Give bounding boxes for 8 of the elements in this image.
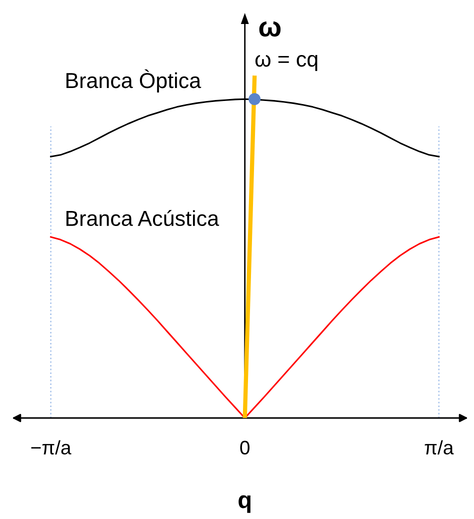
x-axis-title: q — [238, 495, 250, 513]
series-label: Branca Acústica — [66, 210, 220, 226]
series-label: ω = cq — [255, 54, 318, 72]
x-tick-label: 0 — [240, 440, 250, 455]
series-label: Branca Òptica — [66, 69, 202, 92]
x-tick-label: −π/a — [31, 440, 72, 455]
y-axis-title: ω — [259, 21, 281, 37]
x-tick-label: π/a — [424, 440, 454, 455]
